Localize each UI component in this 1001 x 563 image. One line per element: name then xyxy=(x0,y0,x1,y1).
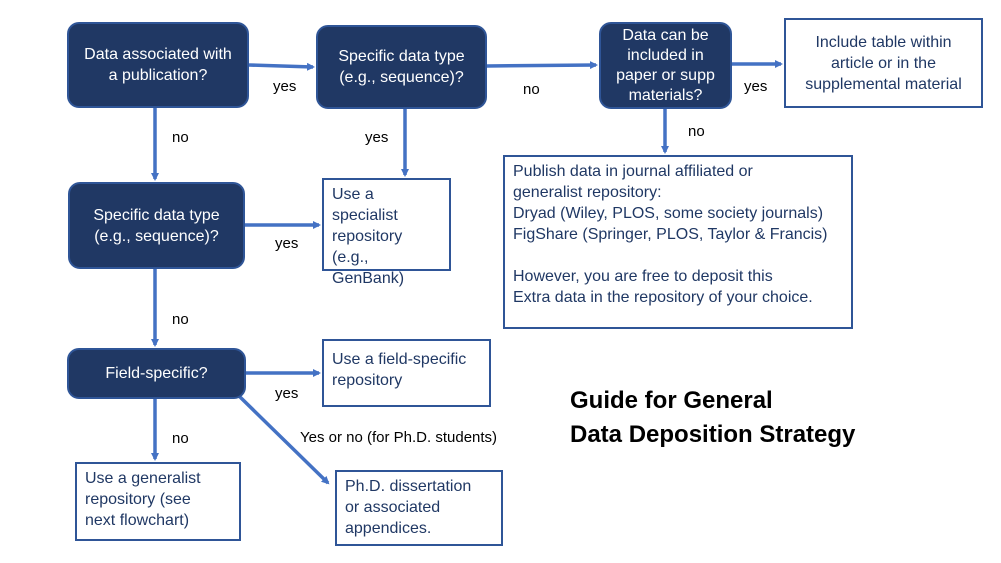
decision-field-specific: Field-specific? xyxy=(67,348,246,399)
outcome-phd-dissertation: Ph.D. dissertation or associated appendi… xyxy=(335,470,503,546)
label-no: no xyxy=(172,311,189,328)
label-no: no xyxy=(523,81,540,98)
outcome-include-table: Include table within article or in the s… xyxy=(784,18,983,108)
label-no: no xyxy=(688,123,705,140)
arrow-specific-to-include xyxy=(486,61,598,70)
arrow-pub-to-specific xyxy=(248,62,315,71)
diagram-title: Guide for General Data Deposition Strate… xyxy=(570,387,856,448)
outcome-specialist-repo: Use a specialist repository (e.g., GenBa… xyxy=(322,178,451,287)
label-yes: yes xyxy=(273,78,297,95)
outcome-field-repo: Use a field-specific repository xyxy=(322,339,491,407)
label-no: no xyxy=(172,129,189,146)
outcome-publish-journal: Publish data in journal affiliated or ge… xyxy=(503,155,853,329)
decision-specific-type-top: Specific data type (e.g., sequence)? xyxy=(316,25,487,109)
label-yes: yes xyxy=(275,385,299,402)
decision-specific-type-left: Specific data type (e.g., sequence)? xyxy=(68,182,245,269)
label-phd-path: Yes or no (for Ph.D. students) xyxy=(300,429,498,446)
label-yes: yes xyxy=(744,78,768,95)
arrow-field-to-phd xyxy=(236,393,330,485)
label-no: no xyxy=(172,430,189,447)
label-yes: yes xyxy=(365,129,389,146)
outcome-generalist-repo: Use a generalist repository (see next fl… xyxy=(75,462,241,541)
label-yes: yes xyxy=(275,235,299,252)
decision-include-paper: Data can be included in paper or supp ma… xyxy=(599,22,732,109)
decision-publication: Data associated with a publication? xyxy=(67,22,249,108)
